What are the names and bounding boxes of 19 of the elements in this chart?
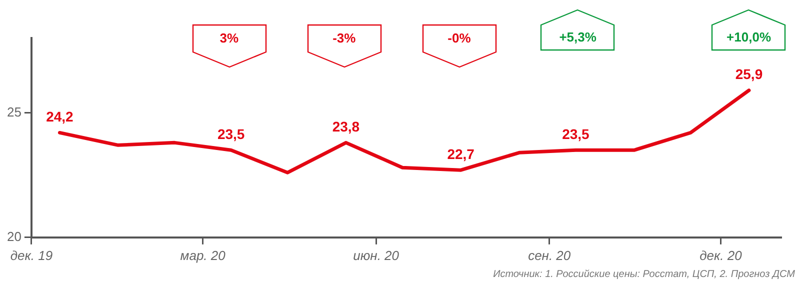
x-tick-label: сен. 20: [528, 248, 572, 263]
data-label: 23,5: [562, 126, 590, 142]
annotation: +10,0%: [726, 30, 772, 45]
text: Источник: 1. Российские цены: Росстат, ЦСП, 2. Прогноз ДСМ: [493, 268, 796, 280]
data-label: 24,2: [46, 108, 74, 125]
data-label: 23,5: [217, 126, 245, 142]
data-label: 25,9: [735, 66, 763, 82]
x-tick-label: мар. 20: [180, 248, 226, 263]
x-tick-label: дек. 19: [10, 248, 53, 263]
annotation: 3%: [220, 30, 239, 46]
annotation: -3%: [332, 30, 356, 46]
y-tick-label: 20: [6, 228, 22, 244]
x-tick-label: июн. 20: [353, 248, 400, 263]
annotation: +5,3%: [559, 30, 597, 45]
annotation: -0%: [448, 30, 472, 46]
x-tick-label: дек. 20: [700, 248, 743, 263]
data-label: 23,8: [332, 118, 360, 135]
y-tick-label: 25: [6, 104, 22, 120]
data-label: 22,7: [447, 146, 475, 162]
